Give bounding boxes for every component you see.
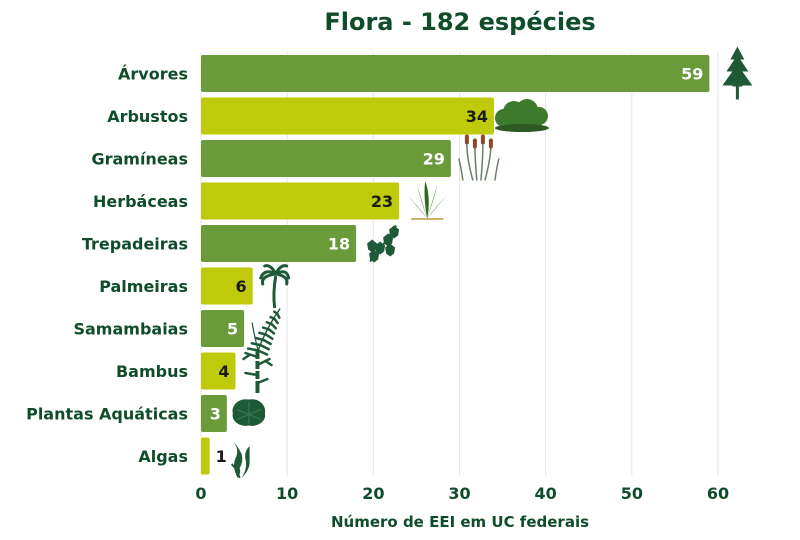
category-label: Trepadeiras [82,235,188,254]
grass-cattail-icon [458,134,500,181]
category-label: Plantas Aquáticas [26,405,188,424]
vine-icon [367,224,400,263]
bar [201,55,710,92]
category-label: Gramíneas [91,150,188,169]
shrub-icon [494,99,549,132]
bar [201,395,227,432]
x-tick-label: 10 [276,484,298,503]
algae-icon [230,442,250,479]
x-axis-ticks: 0 10 20 30 40 50 60 [195,484,729,503]
bar [201,182,400,220]
category-label: Arbustos [107,107,188,126]
aquatic-plant-icon [232,399,266,426]
category-label: Bambus [116,362,188,381]
x-tick-label: 20 [362,484,384,503]
value-label: 34 [466,107,488,126]
value-label: 18 [328,235,350,254]
value-label: 29 [423,150,445,169]
chart-title: Flora - 182 espécies [324,8,595,36]
value-label: 1 [216,447,227,466]
x-tick-label: 60 [707,484,729,503]
value-label: 3 [210,405,221,424]
category-label: Samambaias [73,320,188,339]
herbaceous-plant-icon [405,181,450,220]
bar [201,140,451,177]
bar [201,310,245,347]
value-label: 59 [681,65,703,84]
category-label: Palmeiras [99,277,188,296]
category-label: Algas [138,447,188,466]
bar [201,97,494,135]
bar [201,267,253,305]
fern-icon [246,308,281,356]
bar [201,225,357,262]
bamboo-icon [242,351,273,393]
bar [201,352,236,390]
value-label: 5 [227,320,238,339]
value-label: 4 [218,362,229,381]
x-tick-label: 50 [621,484,643,503]
category-label: Herbáceas [93,192,188,211]
x-tick-label: 40 [535,484,557,503]
bar [201,437,210,475]
x-tick-label: 0 [195,484,206,503]
x-axis-label: Número de EEI em UC federais [331,513,589,531]
pine-tree-icon [722,46,753,100]
palm-tree-icon [259,264,291,309]
x-tick-label: 30 [448,484,470,503]
value-label: 23 [371,192,393,211]
category-label: Árvores [118,65,188,84]
value-label: 6 [236,277,247,296]
